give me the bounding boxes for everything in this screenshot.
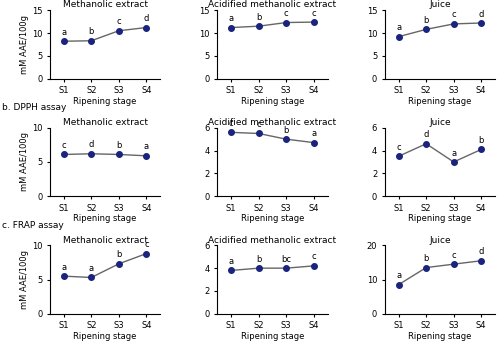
Text: b: b xyxy=(478,136,484,145)
Text: a: a xyxy=(396,23,401,32)
X-axis label: Ripening stage: Ripening stage xyxy=(241,97,304,106)
Text: c: c xyxy=(144,240,148,249)
X-axis label: Ripening stage: Ripening stage xyxy=(241,214,304,223)
Title: Juice: Juice xyxy=(429,118,450,127)
Text: a: a xyxy=(228,257,234,266)
X-axis label: Ripening stage: Ripening stage xyxy=(408,214,472,223)
Text: d: d xyxy=(88,140,94,149)
X-axis label: Ripening stage: Ripening stage xyxy=(74,214,137,223)
Y-axis label: mM AAE/100g: mM AAE/100g xyxy=(20,15,29,74)
Text: a: a xyxy=(451,149,456,158)
Text: d: d xyxy=(424,130,429,139)
Text: d: d xyxy=(478,247,484,256)
Text: b. DPPH assay: b. DPPH assay xyxy=(2,103,67,113)
Text: a: a xyxy=(144,143,149,151)
Text: d: d xyxy=(144,14,149,23)
X-axis label: Ripening stage: Ripening stage xyxy=(408,332,472,341)
Text: c: c xyxy=(452,251,456,260)
Text: c: c xyxy=(284,9,288,18)
Text: b: b xyxy=(116,250,121,260)
Text: b: b xyxy=(256,13,262,22)
Text: a: a xyxy=(88,264,94,273)
Y-axis label: mM AAE/100g: mM AAE/100g xyxy=(20,250,29,309)
Text: c: c xyxy=(312,252,316,262)
Text: b: b xyxy=(424,254,429,263)
X-axis label: Ripening stage: Ripening stage xyxy=(74,97,137,106)
Text: c: c xyxy=(116,17,121,26)
Text: a: a xyxy=(311,129,316,138)
Title: Juice: Juice xyxy=(429,0,450,10)
Text: c: c xyxy=(229,119,234,128)
Text: c: c xyxy=(312,9,316,18)
Title: Acidified methanolic extract: Acidified methanolic extract xyxy=(208,118,336,127)
Title: Juice: Juice xyxy=(429,236,450,244)
Text: bc: bc xyxy=(282,255,292,264)
Text: a: a xyxy=(61,28,66,37)
Text: b: b xyxy=(256,255,262,264)
Text: b: b xyxy=(116,141,121,150)
Text: c: c xyxy=(396,143,401,152)
Text: c: c xyxy=(62,141,66,150)
Text: c: c xyxy=(452,11,456,19)
Text: d: d xyxy=(478,10,484,18)
Text: a: a xyxy=(61,263,66,272)
Title: Acidified methanolic extract: Acidified methanolic extract xyxy=(208,236,336,244)
Text: a: a xyxy=(228,14,234,23)
Y-axis label: mM AAE/100g: mM AAE/100g xyxy=(20,132,29,192)
Title: Methanolic extract: Methanolic extract xyxy=(62,118,148,127)
X-axis label: Ripening stage: Ripening stage xyxy=(74,332,137,341)
Title: Acidified methanolic extract: Acidified methanolic extract xyxy=(208,0,336,10)
Title: Methanolic extract: Methanolic extract xyxy=(62,236,148,244)
Text: b: b xyxy=(424,16,429,25)
Text: b: b xyxy=(284,126,289,135)
Title: Methanolic extract: Methanolic extract xyxy=(62,0,148,10)
Text: c. FRAP assay: c. FRAP assay xyxy=(2,221,64,230)
Text: c: c xyxy=(256,120,261,129)
Text: b: b xyxy=(88,27,94,36)
X-axis label: Ripening stage: Ripening stage xyxy=(408,97,472,106)
Text: a: a xyxy=(396,271,401,280)
X-axis label: Ripening stage: Ripening stage xyxy=(241,332,304,341)
